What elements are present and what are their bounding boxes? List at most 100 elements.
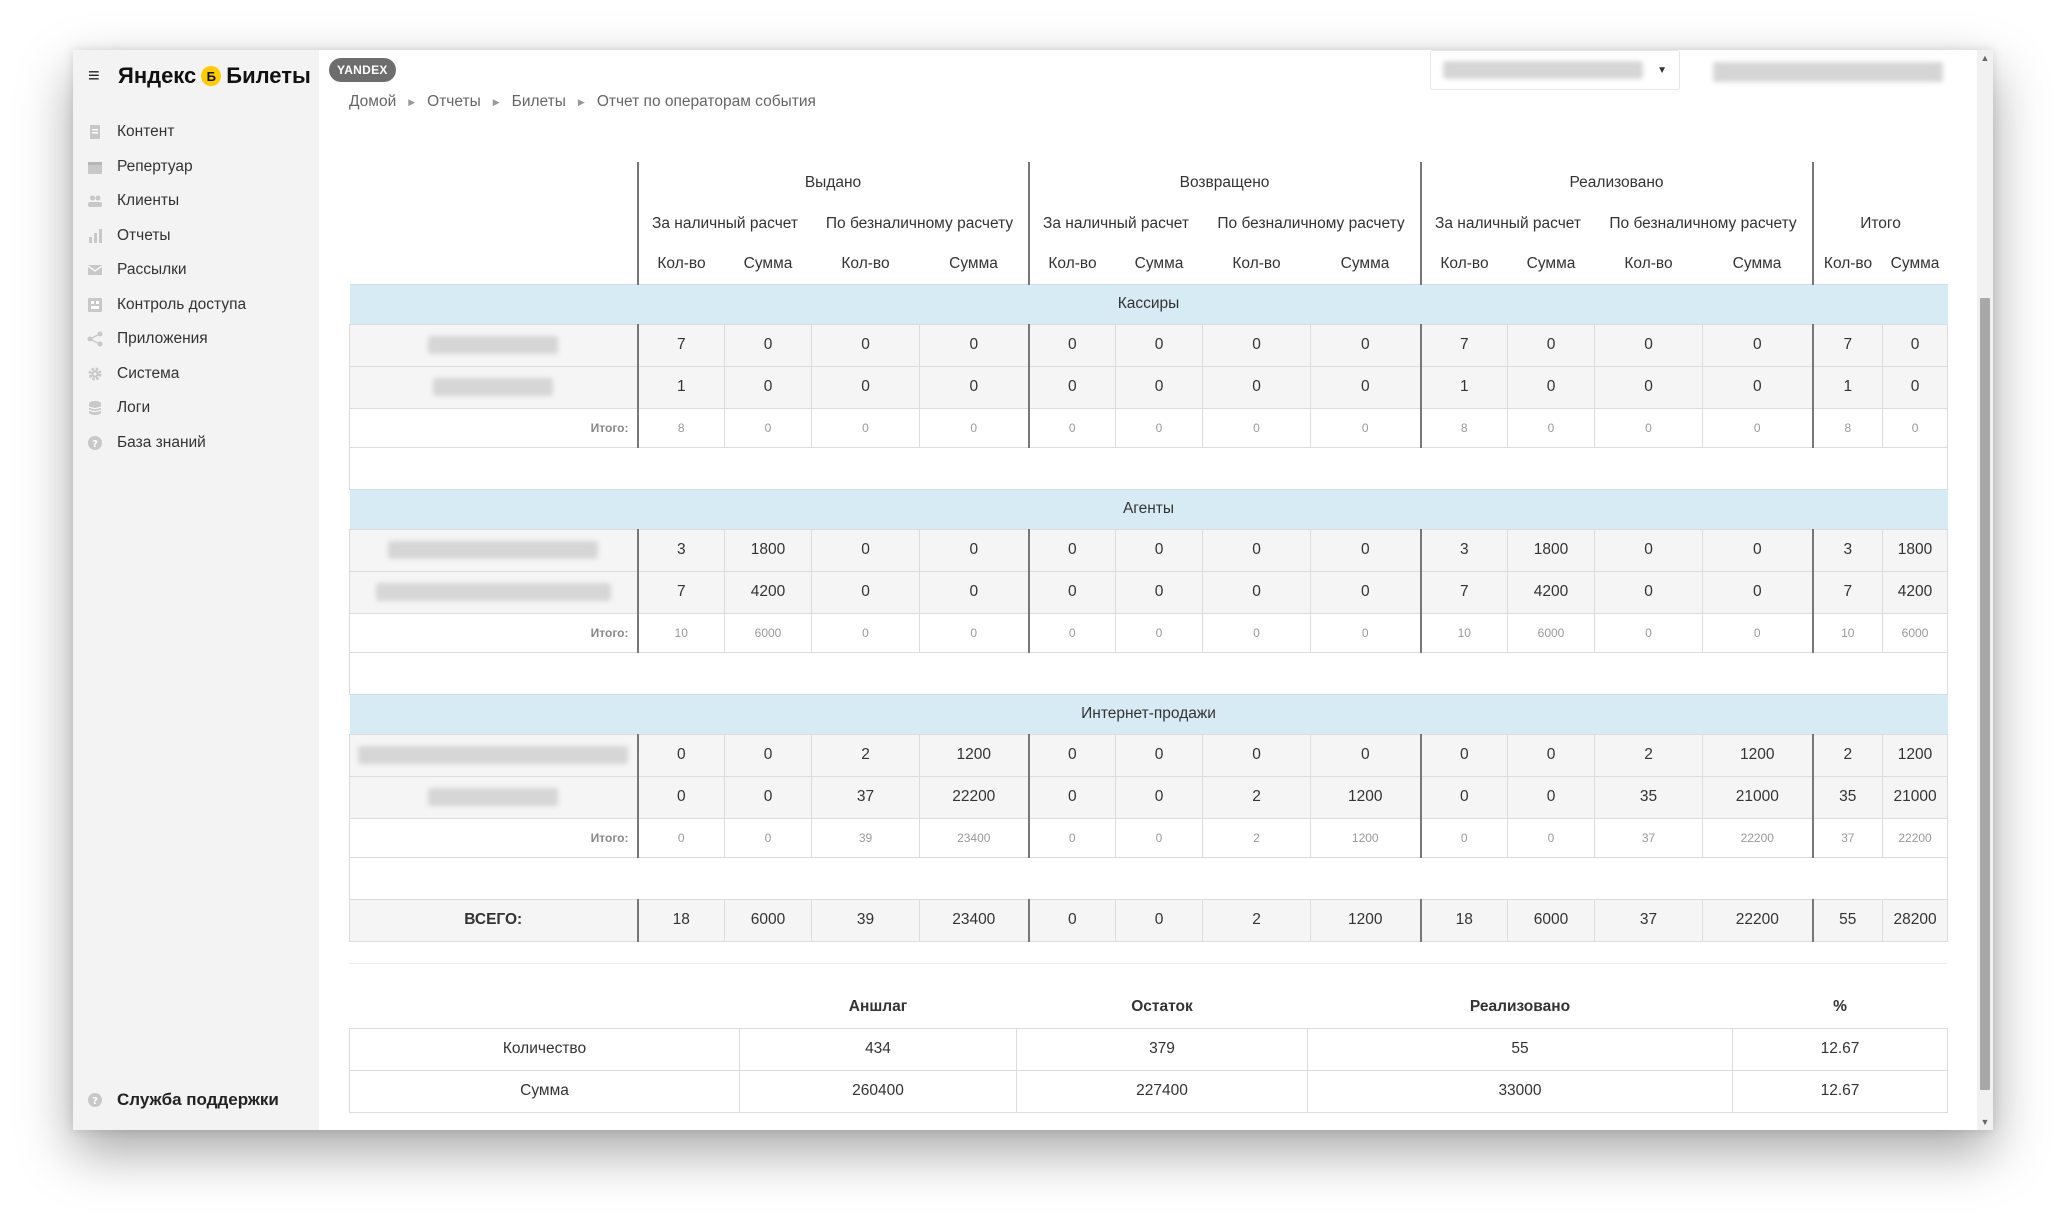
organization-badge: YANDEX [329,58,396,82]
sidebar-item-knowledge-base[interactable]: ? База знаний [87,426,317,461]
subtotal-cell: 2 [1202,817,1312,858]
table-cell: 0 [1419,775,1509,819]
table-cell: 7 [636,570,725,614]
summary-row-quantity: Количество 434 379 55 12.67 [349,1027,1948,1071]
grand-total-cell: 1200 [1310,898,1422,942]
table-cell: 0 [918,323,1030,367]
table-cell: 0 [1594,570,1704,614]
section-header-row: Кассиры [349,283,1948,324]
subtotal-cell: 0 [724,817,812,858]
users-icon [87,193,103,209]
breadcrumb-home[interactable]: Домой [349,93,397,110]
grand-total-cell: 55 [1811,898,1884,942]
sidebar-item-repertoire[interactable]: Репертуар [87,150,317,185]
database-icon [87,400,103,416]
column-header-qty: Кол-во [841,254,890,272]
table-cell: 0 [724,365,812,409]
table-cell: 0 [1702,323,1814,367]
column-header-sum: Сумма [1340,254,1390,272]
payment-cashless-header: По безналичному расчету [825,215,1014,232]
column-header-qty: Кол-во [1811,244,1883,284]
table-cell: 0 [724,733,812,777]
payment-cash-header: За наличный расчет [1027,204,1203,244]
table-cell: 1 [1419,365,1509,409]
table-cell: 0 [1115,365,1204,409]
column-header-sum: Сумма [1732,254,1782,272]
table-cell: 0 [1310,365,1422,409]
breadcrumb: Домой ▶ Отчеты ▶ Билеты ▶ Отчет по опера… [349,93,816,111]
column-header-qty: Кол-во [1027,244,1116,284]
subtotal-label: Итого: [349,817,638,858]
sidebar-item-access-control[interactable]: Контроль доступа [87,288,317,323]
table-cell: 1 [636,365,725,409]
section-title: Кассиры [349,283,1948,324]
spacer-row [348,447,1949,489]
subtotal-cell: 37 [1811,817,1884,858]
summary-cell: 227400 [1016,1069,1308,1113]
table-cell: 2 [811,733,920,777]
logo[interactable]: Яндекс Б Билеты [118,63,311,89]
subtotal-cell: 0 [1027,612,1117,653]
menu-icon[interactable]: ≡ [88,65,100,87]
column-header-qty: Кол-во [1419,244,1508,284]
table-cell: 0 [1202,733,1312,777]
grand-total-cell: 23400 [918,898,1030,942]
table-cell: 4200 [1507,570,1596,614]
subtotal-cell: 0 [1115,817,1204,858]
support-link[interactable]: ? Служба поддержки [87,1090,279,1110]
organization-select[interactable]: ▼ [1430,50,1680,90]
header-row-columns: Кол-во Сумма Кол-во Сумма Кол-во Сумма К… [349,244,1948,284]
table-cell: 0 [1702,528,1814,572]
table-cell: 0 [1027,323,1117,367]
help-icon: ? [87,435,103,451]
table-cell: 0 [1115,775,1204,819]
sidebar-item-applications[interactable]: Приложения [87,322,317,357]
operator-name-cell [349,365,638,409]
table-cell: 0 [1702,570,1814,614]
summary-header [350,986,740,1028]
subtotal-cell: 0 [811,407,920,448]
sidebar-item-system[interactable]: Система [87,357,317,392]
breadcrumb-reports[interactable]: Отчеты [427,93,481,110]
subtotal-cell: 37 [1594,817,1704,858]
svg-text:?: ? [92,1096,98,1107]
sidebar-item-logs[interactable]: Логи [87,391,317,426]
sidebar-item-reports[interactable]: Отчеты [87,219,317,254]
table-cell: 35 [1811,775,1884,819]
subtotal-cell: 0 [1507,817,1596,858]
section-title: Агенты [349,488,1948,529]
scrollbar-thumb[interactable] [1980,298,1990,1090]
sidebar-item-label: Контент [117,123,175,141]
sidebar-item-clients[interactable]: Клиенты [87,184,317,219]
table-cell: 7 [1419,323,1509,367]
subtotal-cell: 1200 [1310,817,1422,858]
sidebar-item-mailings[interactable]: Рассылки [87,253,317,288]
table-cell: 0 [1115,733,1204,777]
subtotal-cell: 8 [1811,407,1884,448]
table-cell: 3 [1811,528,1884,572]
breadcrumb-tickets[interactable]: Билеты [511,93,566,110]
table-cell: 1200 [918,733,1030,777]
scroll-up-icon[interactable]: ▲ [1980,53,1990,63]
grand-total-cell: 18 [636,898,725,942]
grand-total-cell: 28200 [1882,898,1949,942]
scroll-down-icon[interactable]: ▼ [1980,1117,1990,1127]
column-header-sum: Сумма [1526,254,1576,272]
summary-header-full-house: Аншлаг [848,997,908,1015]
grand-total-cell: 6000 [1507,898,1596,942]
table-cell: 0 [724,775,812,819]
table-cell: 35 [1594,775,1704,819]
redacted-text [1713,62,1943,82]
table-cell: 0 [1419,733,1509,777]
vertical-scrollbar[interactable]: ▲ ▼ [1977,50,1993,1130]
total-group-header: Итого [1811,204,1948,244]
user-menu[interactable] [1713,58,1943,88]
table-row: 3 1800 0 0 0 0 0 0 3 1800 0 0 3 1800 [349,528,1949,572]
table-cell: 0 [1310,733,1422,777]
table-cell: 0 [1594,323,1704,367]
table-cell: 0 [918,570,1030,614]
table-cell: 0 [636,733,725,777]
sidebar-item-label: Репертуар [117,157,193,175]
sidebar-item-content[interactable]: Контент [87,115,317,150]
summary-cell: 12.67 [1732,1027,1948,1071]
